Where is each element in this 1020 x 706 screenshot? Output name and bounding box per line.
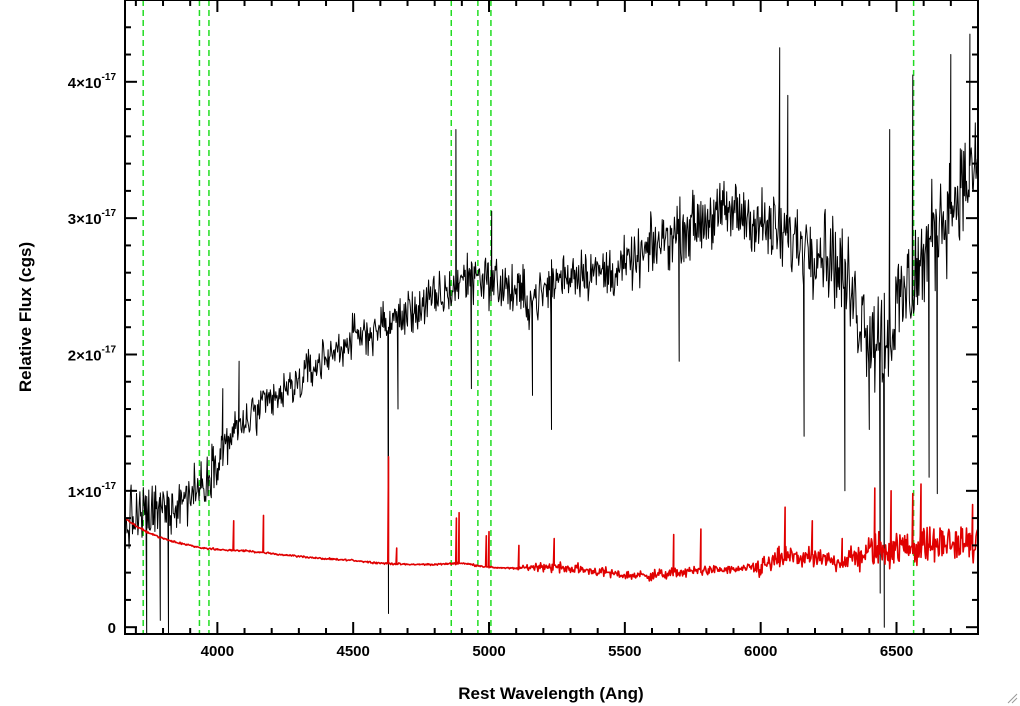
- x-tick-label: 5000: [472, 643, 505, 660]
- y-axis-label: Relative Flux (cgs): [16, 242, 35, 392]
- y-tick-label: 0: [108, 620, 116, 637]
- spectrum-series-red: [125, 456, 978, 582]
- tick-labels: 4000 4500 5000 5500 6000 6500 0 1×10-17 2×10-17 3…: [68, 72, 913, 660]
- y-tick-label: 1×10-17: [68, 481, 117, 501]
- x-axis-label: Rest Wavelength (Ang): [458, 684, 643, 703]
- resize-grip-icon[interactable]: [1006, 692, 1018, 704]
- plot-frame: [124, 0, 979, 635]
- y-tick-label: 4×10-17: [68, 72, 117, 92]
- spectrum-series-black: [125, 33, 978, 634]
- x-tick-label: 5500: [608, 643, 641, 660]
- x-tick-label: 4500: [337, 643, 370, 660]
- plot-area: [125, 0, 978, 634]
- axes: [124, 0, 979, 635]
- x-tick-label: 4000: [201, 643, 234, 660]
- emission-line-markers: [142, 0, 915, 634]
- x-tick-label: 6500: [880, 643, 913, 660]
- series-layer: [125, 33, 978, 634]
- y-tick-label: 2×10-17: [68, 344, 117, 364]
- x-tick-label: 6000: [744, 643, 777, 660]
- y-tick-label: 3×10-17: [68, 208, 117, 228]
